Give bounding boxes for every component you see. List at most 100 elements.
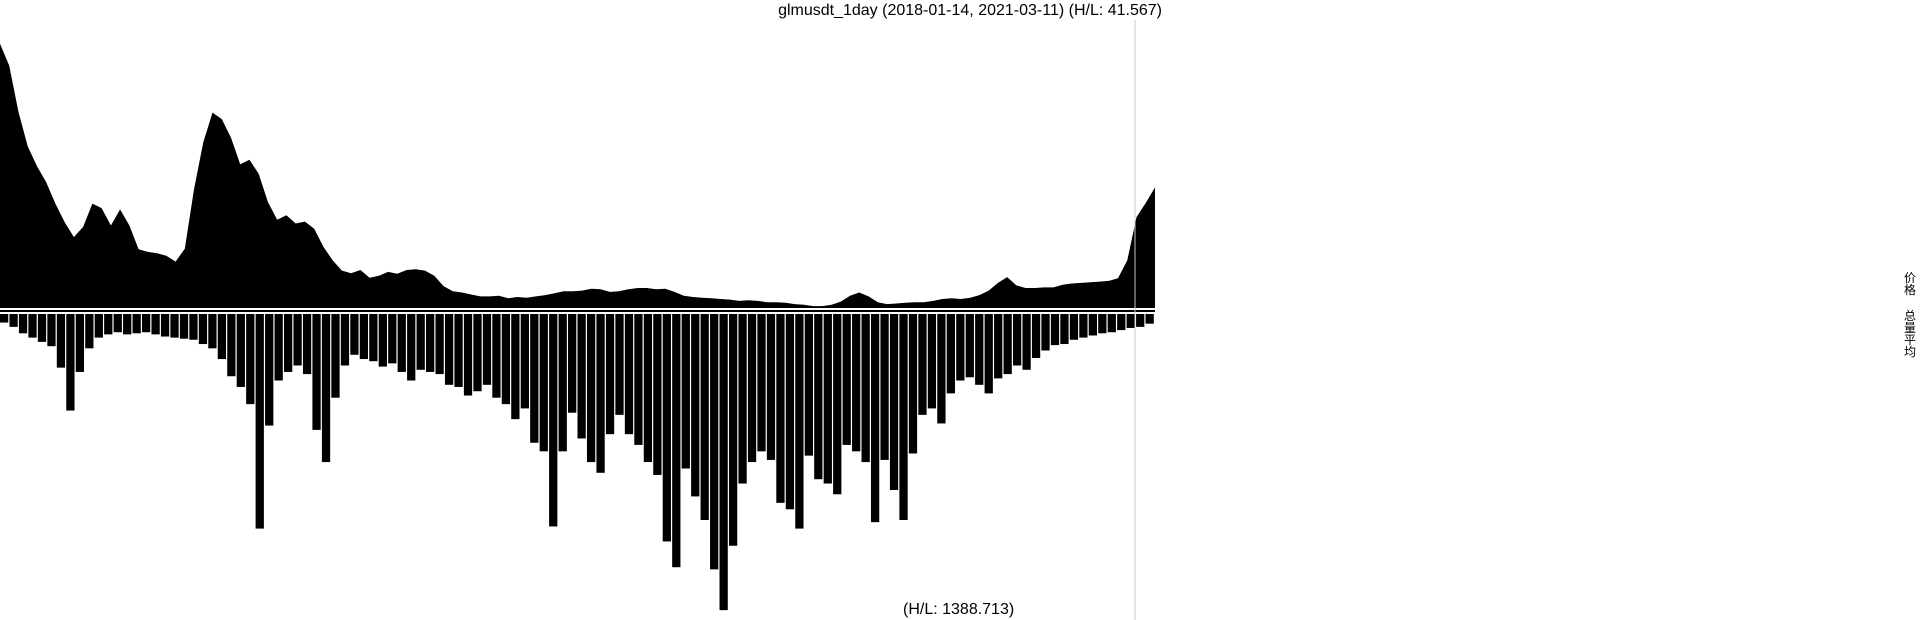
volume-bar: [662, 314, 671, 542]
volume-bar: [842, 314, 851, 445]
volume-side-label: 总量平均: [1904, 309, 1917, 359]
volume-bar: [75, 314, 85, 372]
volume-bar: [255, 314, 264, 529]
volume-bar: [681, 314, 690, 469]
volume-bar: [369, 314, 378, 362]
volume-bar: [747, 314, 757, 463]
volume-bar: [1041, 314, 1050, 351]
volume-bar: [738, 314, 747, 484]
volume-bar: [520, 314, 529, 409]
volume-bar: [227, 314, 236, 377]
volume-bar: [1136, 314, 1145, 327]
volume-bar: [463, 314, 473, 396]
volume-bar: [217, 314, 227, 360]
volume-bar: [937, 314, 946, 424]
volume-bar: [473, 314, 482, 392]
volume-bar: [359, 314, 369, 360]
volume-bar: [700, 314, 709, 520]
volume-bar: [766, 314, 776, 460]
price-area: [0, 43, 1155, 308]
volume-bar: [28, 314, 37, 338]
volume-bar: [691, 314, 700, 497]
volume-bar: [151, 314, 160, 335]
volume-bar: [870, 314, 880, 523]
volume-bar: [302, 314, 312, 375]
volume-bar: [1126, 314, 1135, 328]
price-side-label: 价格: [1904, 271, 1917, 297]
volume-bar: [293, 314, 302, 366]
volume-bar: [577, 314, 586, 439]
volume-bar: [889, 314, 899, 490]
volume-bar: [984, 314, 993, 394]
volume-bar: [956, 314, 965, 381]
volume-bar: [444, 314, 454, 385]
volume-bar: [435, 314, 444, 375]
panel-separator: [0, 310, 1155, 312]
volume-bar: [0, 314, 9, 323]
volume-bar: [66, 314, 75, 411]
volume-bar: [179, 314, 189, 339]
volume-bar: [397, 314, 406, 372]
volume-bar: [378, 314, 387, 367]
volume-bar: [728, 314, 738, 546]
volume-bar: [833, 314, 842, 495]
volume-bar: [549, 314, 558, 527]
volume-bar: [861, 314, 870, 463]
volume-bar: [1117, 314, 1126, 331]
volume-bar: [331, 314, 340, 398]
volume-bar: [37, 314, 47, 342]
volume-bar: [785, 314, 795, 510]
volume-bar: [918, 314, 927, 415]
side-labels: 价格 总量平均: [1902, 272, 1918, 358]
volume-bar: [236, 314, 245, 387]
volume-bar: [1069, 314, 1079, 340]
volume-bar: [265, 314, 274, 426]
volume-bar: [511, 314, 520, 420]
volume-bar: [1098, 314, 1107, 334]
volume-bar: [757, 314, 766, 452]
volume-bar: [539, 314, 548, 452]
volume-bar: [927, 314, 937, 409]
volume-bar: [1060, 314, 1069, 345]
volume-bar: [426, 314, 435, 372]
volume-bar: [170, 314, 179, 338]
volume-bar: [710, 314, 719, 570]
volume-bar: [104, 314, 113, 335]
volume-bar: [880, 314, 889, 460]
volume-bar: [47, 314, 56, 347]
volume-bar: [653, 314, 662, 475]
chart-title: glmusdt_1day (2018-01-14, 2021-03-11) (H…: [778, 2, 1162, 19]
volume-bar: [9, 314, 18, 327]
volume-bar: [416, 314, 425, 370]
volume-bar: [407, 314, 416, 381]
volume-bar: [198, 314, 208, 345]
volume-bar: [624, 314, 634, 435]
volume-bar: [94, 314, 103, 338]
volume-bar: [113, 314, 122, 333]
volume-bar: [284, 314, 293, 372]
volume-bar: [274, 314, 283, 381]
volume-bar: [1088, 314, 1097, 336]
volume-bar: [1079, 314, 1088, 338]
volume-bar: [1003, 314, 1012, 375]
volume-bar: [530, 314, 539, 443]
volume-bar: [123, 314, 132, 335]
volume-bar: [634, 314, 643, 445]
volume-bar: [1107, 314, 1116, 333]
volume-bar: [795, 314, 804, 529]
volume-bar: [1031, 314, 1041, 358]
volume-bar: [852, 314, 861, 452]
volume-bar: [615, 314, 624, 415]
volume-bar: [492, 314, 501, 398]
volume-bar: [246, 314, 255, 405]
volume-hl-label: (H/L: 1388.713): [903, 601, 1015, 618]
volume-bar: [388, 314, 397, 364]
volume-bar: [160, 314, 170, 337]
volume-bar: [1022, 314, 1031, 370]
volume-bar: [312, 314, 321, 430]
volume-bar: [1012, 314, 1022, 366]
volume-bar: [132, 314, 141, 334]
volume-bar: [321, 314, 331, 463]
volume-bar: [965, 314, 974, 378]
volume-bar: [643, 314, 653, 463]
